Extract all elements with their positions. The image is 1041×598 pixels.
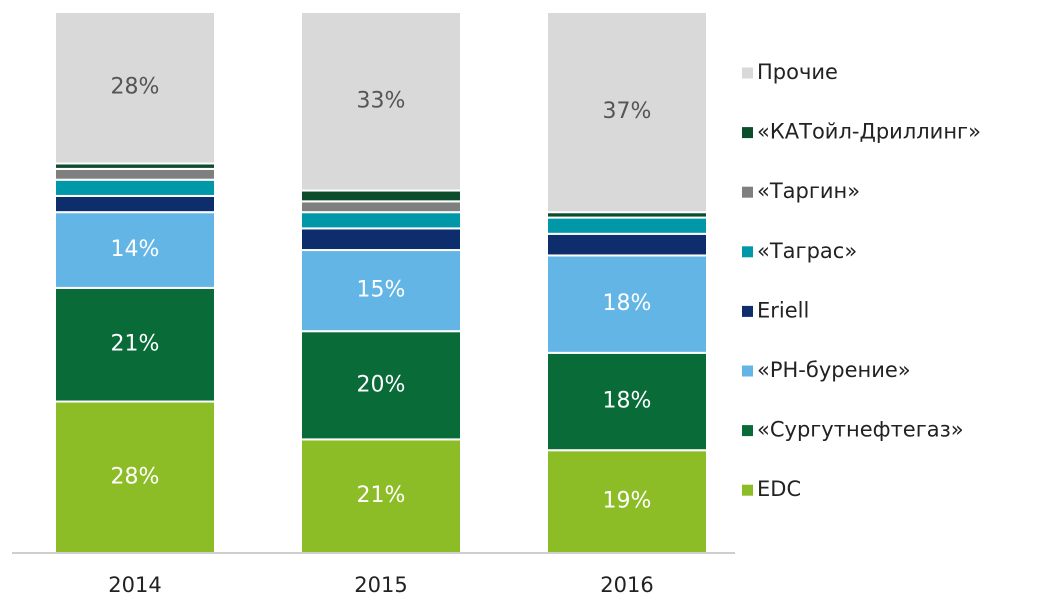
bar-segment (546, 216, 708, 235)
bar-segment (546, 11, 708, 214)
bar-segment (546, 254, 708, 354)
legend-swatch (742, 305, 753, 317)
bar-segment (300, 330, 462, 441)
legend-swatch (742, 67, 753, 79)
data-label: 21% (357, 483, 406, 508)
bar-segment (54, 11, 216, 165)
bar-segment (300, 227, 462, 252)
legend-swatch (742, 127, 753, 139)
data-label: 21% (111, 332, 160, 357)
legend-label: «Сургутнефтегаз» (757, 418, 964, 442)
data-label: 15% (357, 278, 406, 303)
data-label: 20% (357, 372, 406, 397)
bar-segment (54, 178, 216, 197)
legend-swatch (742, 246, 753, 258)
legend-swatch (742, 186, 753, 198)
data-label: 33% (357, 88, 406, 113)
legend-label: «РН-бурение» (757, 358, 911, 382)
data-label: 37% (603, 99, 652, 124)
data-label: 19% (603, 489, 652, 514)
bar-segment (546, 449, 708, 554)
bar-segment (300, 200, 462, 214)
legend-swatch (742, 425, 753, 437)
bar-segment (300, 249, 462, 333)
bar-segment (546, 351, 708, 452)
bar-segment (54, 286, 216, 403)
bar-segment (546, 232, 708, 257)
bar-segment (300, 211, 462, 230)
x-tick-label: 2015 (354, 573, 407, 597)
bar-segment (300, 189, 462, 203)
data-label: 14% (111, 237, 160, 262)
data-label: 28% (111, 75, 160, 100)
legend-label: «Таграс» (757, 239, 857, 263)
bar-segment (54, 400, 216, 554)
bar-segment (54, 194, 216, 214)
x-tick-label: 2016 (600, 573, 653, 597)
x-tick-label: 2014 (108, 573, 161, 597)
legend-label: EDC (757, 477, 801, 501)
legend-swatch (742, 365, 753, 377)
legend-label: Прочие (757, 60, 838, 84)
data-label: 28% (111, 464, 160, 489)
data-label: 18% (603, 389, 652, 414)
legend-label: «Таргин» (757, 179, 860, 203)
bar-segment (54, 167, 216, 181)
bar-segment (300, 11, 462, 192)
legend-swatch (742, 484, 753, 496)
legend-label: Eriell (757, 298, 809, 322)
legend-label: «КАТойл-Дриллинг» (757, 120, 981, 144)
data-label: 18% (603, 291, 652, 316)
